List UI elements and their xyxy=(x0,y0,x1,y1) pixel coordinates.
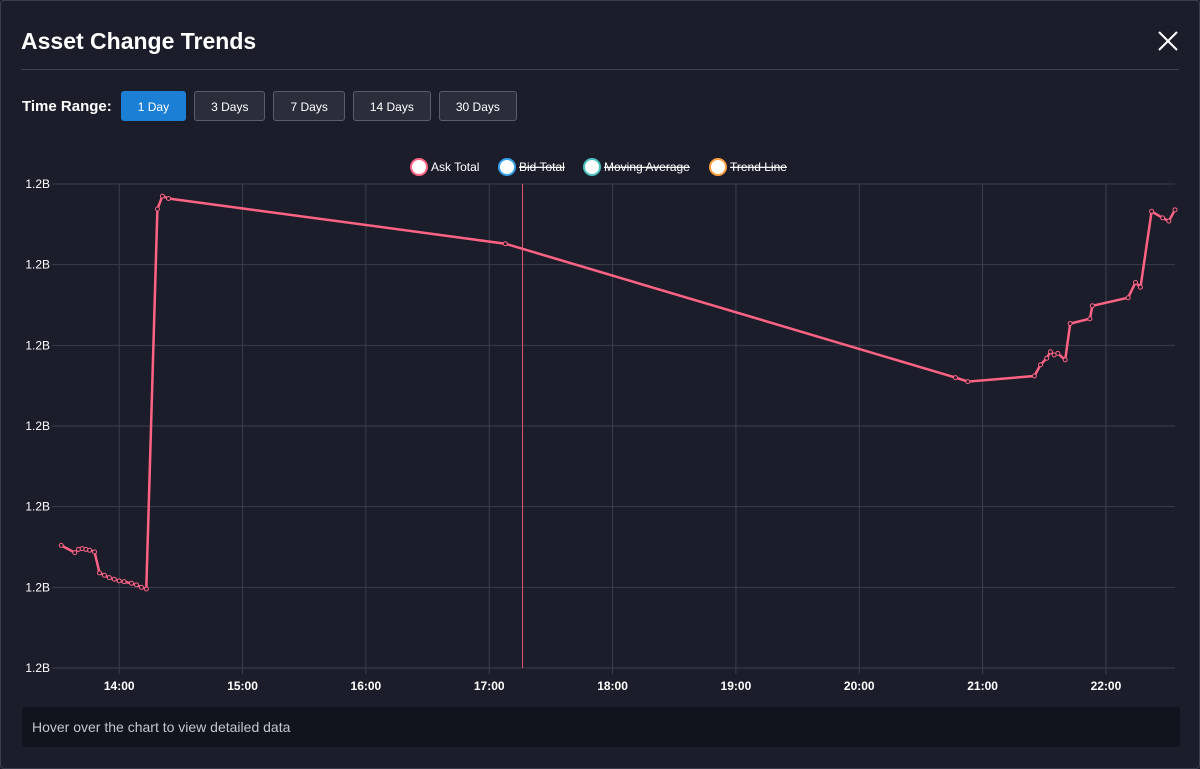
data-point[interactable] xyxy=(96,570,102,576)
data-point[interactable] xyxy=(138,584,144,590)
range-button-7-days[interactable]: 7 Days xyxy=(273,91,345,121)
y-tick-label: 1.2B xyxy=(25,580,50,594)
data-point[interactable] xyxy=(111,576,117,582)
x-tick-label: 21:00 xyxy=(967,679,998,693)
modal-title: Asset Change Trends xyxy=(21,28,257,54)
x-tick-label: 18:00 xyxy=(597,679,628,693)
close-icon[interactable] xyxy=(1157,30,1179,52)
y-tick-label: 1.2B xyxy=(25,338,50,352)
asset-trend-chart[interactable]: 1.2B 1.2B 1.2B 1.2B 1.2B 1.2B 1.2B 14:00 15:00 16… xyxy=(1,151,1200,701)
y-tick-label: 1.2B xyxy=(25,661,50,675)
series-line-ask-total xyxy=(60,194,1177,591)
data-point[interactable] xyxy=(1047,349,1053,355)
data-point[interactable] xyxy=(154,206,160,212)
x-tick-label: 15:00 xyxy=(227,679,258,693)
hover-hint-text: Hover over the chart to view detailed da… xyxy=(32,719,291,735)
data-point[interactable] xyxy=(1172,207,1178,213)
data-point[interactable] xyxy=(121,579,127,585)
data-point[interactable] xyxy=(166,196,172,202)
legend-label-moving-average[interactable]: Moving Average xyxy=(604,160,690,174)
y-tick-label: 1.2B xyxy=(25,500,50,514)
data-point[interactable] xyxy=(1133,279,1139,285)
data-point[interactable] xyxy=(965,379,971,385)
data-point[interactable] xyxy=(143,586,149,592)
data-point[interactable] xyxy=(1031,373,1037,379)
data-point[interactable] xyxy=(133,582,139,588)
y-tick-label: 1.2B xyxy=(25,258,50,272)
data-point[interactable] xyxy=(1160,215,1166,221)
legend-label-ask-total[interactable]: Ask Total xyxy=(431,160,479,174)
modal-header: Asset Change Trends xyxy=(21,1,1179,70)
data-point[interactable] xyxy=(1087,316,1093,322)
data-point[interactable] xyxy=(72,550,78,556)
x-tick-label: 17:00 xyxy=(474,679,505,693)
data-point[interactable] xyxy=(1055,350,1061,356)
range-button-14-days[interactable]: 14 Days xyxy=(352,91,431,121)
legend-marker-bid-total[interactable] xyxy=(498,158,516,176)
hover-info-panel: Hover over the chart to view detailed da… xyxy=(22,707,1180,747)
data-point[interactable] xyxy=(1038,362,1044,368)
data-point[interactable] xyxy=(101,572,107,578)
data-point[interactable] xyxy=(952,375,958,381)
time-range-label: Time Range: xyxy=(22,97,112,115)
legend-label-trend-line[interactable]: Trend Line xyxy=(730,160,787,174)
data-point[interactable] xyxy=(1166,218,1172,224)
y-tick-label: 1.2B xyxy=(25,177,50,191)
data-point[interactable] xyxy=(502,241,508,247)
data-point[interactable] xyxy=(1062,357,1068,363)
x-tick-label: 19:00 xyxy=(721,679,752,693)
legend-marker-trend-line[interactable] xyxy=(709,158,727,176)
data-point[interactable] xyxy=(129,580,135,586)
data-point[interactable] xyxy=(1067,321,1073,327)
data-point[interactable] xyxy=(106,575,112,581)
x-tick-label: 22:00 xyxy=(1091,679,1122,693)
data-point[interactable] xyxy=(92,549,98,555)
data-point[interactable] xyxy=(1137,284,1143,290)
range-button-3-days[interactable]: 3 Days xyxy=(194,91,266,121)
legend-marker-ask-total[interactable] xyxy=(410,158,428,176)
x-tick-label: 16:00 xyxy=(351,679,382,693)
range-button-1-day[interactable]: 1 Day xyxy=(120,91,187,121)
data-point[interactable] xyxy=(1149,208,1155,214)
legend-marker-moving-average[interactable] xyxy=(583,158,601,176)
x-tick-label: 20:00 xyxy=(844,679,875,693)
data-point[interactable] xyxy=(1044,355,1050,361)
time-range-selector: Time Range: 1 Day 3 Days 7 Days 14 Days … xyxy=(22,90,525,122)
data-point[interactable] xyxy=(116,578,122,584)
data-point[interactable] xyxy=(1125,295,1131,301)
range-button-30-days[interactable]: 30 Days xyxy=(438,91,517,121)
y-tick-label: 1.2B xyxy=(25,419,50,433)
data-point[interactable] xyxy=(58,542,64,548)
data-point[interactable] xyxy=(87,547,93,553)
data-point[interactable] xyxy=(1089,303,1095,309)
data-point[interactable] xyxy=(159,193,165,199)
legend-label-bid-total[interactable]: Bid Total xyxy=(519,160,565,174)
chart-area[interactable]: 1.2B 1.2B 1.2B 1.2B 1.2B 1.2B 1.2B 14:00 15:00 16… xyxy=(1,151,1200,701)
x-tick-label: 14:00 xyxy=(104,679,135,693)
